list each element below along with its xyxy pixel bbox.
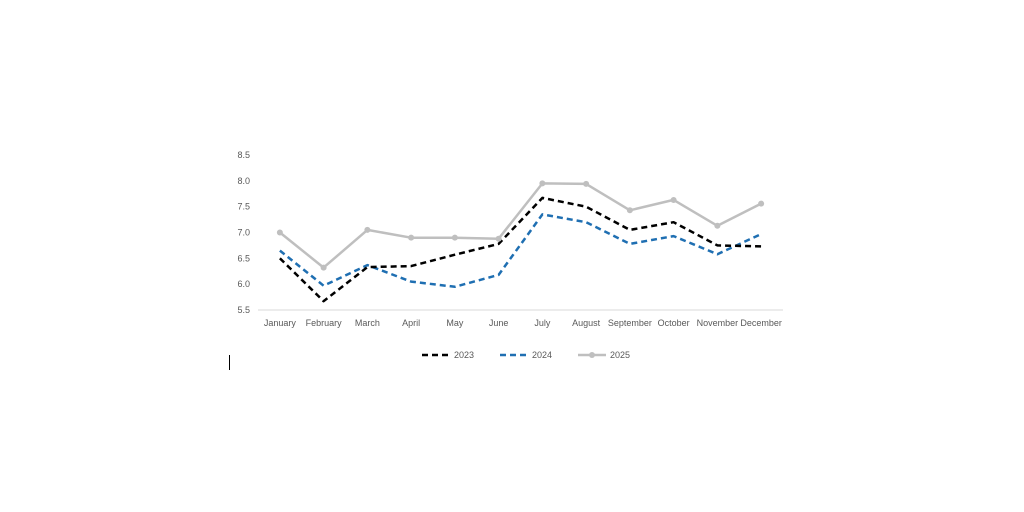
y-tick-label: 5.5 [237, 305, 250, 315]
data-point-2025 [626, 207, 633, 214]
data-point-2025 [758, 200, 765, 207]
data-point-2025 [451, 234, 458, 241]
data-point-2025 [539, 180, 546, 187]
data-point-2025 [276, 229, 283, 236]
legend-marker-2025 [589, 352, 595, 358]
y-tick-label: 6.5 [237, 253, 250, 263]
data-point-2025 [583, 180, 590, 187]
data-point-2025 [408, 234, 415, 241]
x-tick-label: August [572, 318, 601, 328]
series-lines [279, 182, 762, 303]
x-tick-label: December [740, 318, 782, 328]
text-cursor [229, 355, 230, 370]
series-line-2024 [279, 213, 762, 289]
y-tick-label: 8.0 [237, 176, 250, 186]
x-tick-label: July [534, 318, 551, 328]
x-tick-label: November [697, 318, 739, 328]
x-tick-label: February [306, 318, 343, 328]
data-point-2025 [320, 264, 327, 271]
y-tick-label: 7.5 [237, 202, 250, 212]
y-axis-ticks: 5.5 6.0 6.5 7.0 7.5 8.0 8.5 [237, 150, 250, 315]
legend: 2023 2024 2025 [422, 350, 630, 360]
data-point-2025 [670, 196, 677, 203]
legend-label-2024: 2024 [532, 350, 552, 360]
x-tick-label: September [608, 318, 652, 328]
data-point-2025 [364, 226, 371, 233]
y-tick-label: 8.5 [237, 150, 250, 160]
series-points [276, 180, 765, 271]
legend-label-2023: 2023 [454, 350, 474, 360]
y-tick-label: 7.0 [237, 228, 250, 238]
x-axis-ticks: January February March April May June July Augu… [264, 318, 782, 328]
y-tick-label: 6.0 [237, 279, 250, 289]
legend-label-2025: 2025 [610, 350, 630, 360]
x-tick-label: October [658, 318, 690, 328]
series-line-2025 [279, 182, 762, 269]
x-tick-label: April [402, 318, 420, 328]
data-point-2025 [495, 235, 502, 242]
data-point-2025 [714, 222, 721, 229]
x-tick-label: June [489, 318, 509, 328]
series-line-2023 [279, 196, 762, 303]
x-tick-label: January [264, 318, 297, 328]
x-tick-label: May [446, 318, 464, 328]
x-tick-label: March [355, 318, 380, 328]
